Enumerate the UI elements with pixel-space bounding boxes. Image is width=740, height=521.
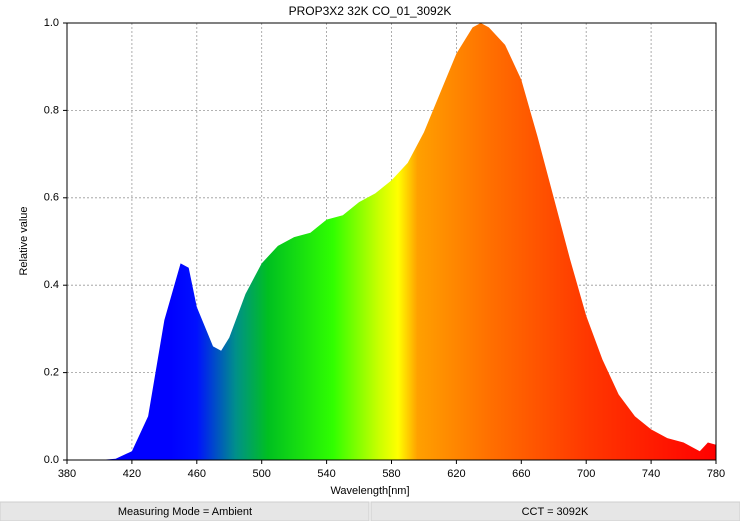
chart-title: PROP3X2 32K CO_01_3092K	[289, 4, 452, 18]
x-tick-label: 700	[577, 468, 595, 480]
x-tick-label: 660	[512, 468, 530, 480]
footer-text: CCT = 3092K	[522, 506, 589, 518]
y-tick-label: 0.8	[44, 104, 59, 116]
y-tick-label: 0.4	[44, 279, 59, 291]
y-tick-label: 1.0	[44, 17, 59, 29]
y-tick-label: 0.0	[44, 454, 59, 466]
footer-text: Measuring Mode = Ambient	[118, 506, 252, 518]
x-tick-label: 420	[123, 468, 141, 480]
x-tick-label: 780	[707, 468, 725, 480]
x-tick-label: 500	[253, 468, 271, 480]
y-axis-label: Relative value	[18, 206, 30, 275]
footer-cell	[370, 501, 740, 521]
x-tick-label: 540	[317, 468, 335, 480]
x-tick-label: 580	[382, 468, 400, 480]
x-tick-label: 380	[58, 468, 76, 480]
y-tick-label: 0.2	[44, 367, 59, 379]
spectrum-area	[67, 23, 716, 460]
x-axis-label: Wavelength[nm]	[330, 485, 409, 497]
footer-cell	[0, 501, 370, 521]
x-tick-label: 740	[642, 468, 660, 480]
x-tick-label: 460	[188, 468, 206, 480]
x-tick-label: 620	[447, 468, 465, 480]
y-tick-label: 0.6	[44, 192, 59, 204]
